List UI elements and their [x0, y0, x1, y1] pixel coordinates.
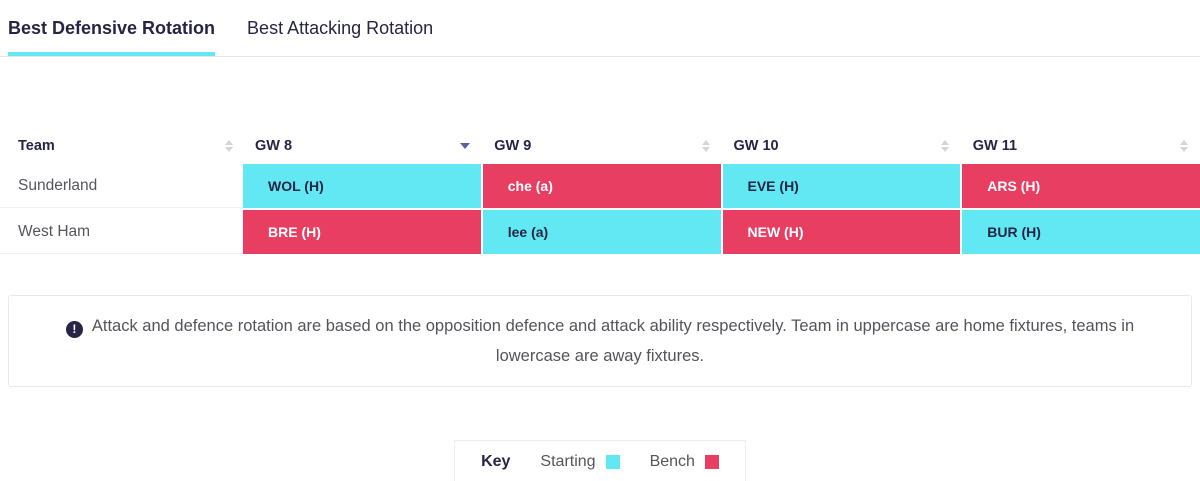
table-row: West Ham BRE (H) lee (a) NEW (H) BUR (H): [0, 210, 1200, 254]
sort-icon: [1180, 140, 1188, 152]
rotation-tabs: Best Defensive Rotation Best Attacking R…: [0, 0, 1200, 57]
column-header-team[interactable]: Team: [0, 138, 243, 154]
fixture-cell: lee (a): [482, 210, 721, 254]
key-label: Bench: [649, 453, 695, 470]
column-header-gw10[interactable]: GW 10: [722, 138, 961, 154]
fixture-cell: ARS (H): [962, 164, 1200, 208]
key-legend-wrapper: Key Starting Bench: [0, 440, 1200, 481]
table-row: Sunderland WOL (H) che (a) EVE (H) ARS (…: [0, 164, 1200, 208]
column-header-label: GW 11: [972, 138, 1018, 154]
key-label: Starting: [540, 453, 596, 470]
column-header-label: GW 9: [494, 138, 532, 154]
team-name: West Ham: [0, 210, 243, 254]
fixtures-row: BRE (H) lee (a) NEW (H) BUR (H): [243, 210, 1200, 254]
key-title: Key: [481, 453, 511, 470]
column-header-label: GW 10: [733, 138, 779, 154]
tab-best-defensive-rotation[interactable]: Best Defensive Rotation: [8, 18, 216, 56]
fixture-cell: NEW (H): [722, 210, 961, 254]
starting-color-swatch: [605, 455, 620, 469]
key-item-bench: Bench: [650, 453, 719, 471]
sort-icon: [701, 140, 710, 152]
column-header-label: GW 8: [255, 138, 293, 154]
key-item-starting: Starting: [540, 453, 620, 471]
bench-color-swatch: [704, 455, 719, 469]
column-header-gw8[interactable]: GW 8: [243, 138, 482, 154]
fixture-cell: che (a): [482, 164, 721, 208]
fixture-cell: WOL (H): [243, 164, 481, 208]
rotation-table: Team GW 8 GW 9 GW 10 GW 11 Sunderland WO…: [0, 128, 1200, 254]
column-header-gw11[interactable]: GW 11: [961, 138, 1200, 154]
fixture-cell: BUR (H): [962, 210, 1200, 254]
exclamation-circle-icon: !: [65, 320, 83, 338]
fixtures-row: WOL (H) che (a) EVE (H) ARS (H): [243, 164, 1200, 208]
column-header-gw9[interactable]: GW 9: [482, 138, 721, 154]
team-name: Sunderland: [0, 164, 243, 208]
note-text: Attack and defence rotation are based on…: [91, 317, 1135, 365]
column-header-label: Team: [18, 138, 55, 154]
key-legend: Key Starting Bench: [454, 440, 746, 481]
sort-desc-icon: [460, 143, 471, 149]
rotation-note: ! Attack and defence rotation are based o…: [8, 295, 1192, 387]
fixture-cell: BRE (H): [243, 210, 481, 254]
sort-icon: [940, 140, 949, 152]
table-header-row: Team GW 8 GW 9 GW 10 GW 11: [0, 128, 1200, 164]
tab-best-attacking-rotation[interactable]: Best Attacking Rotation: [247, 18, 434, 38]
sort-icon: [225, 140, 233, 152]
fixture-cell: EVE (H): [722, 164, 961, 208]
